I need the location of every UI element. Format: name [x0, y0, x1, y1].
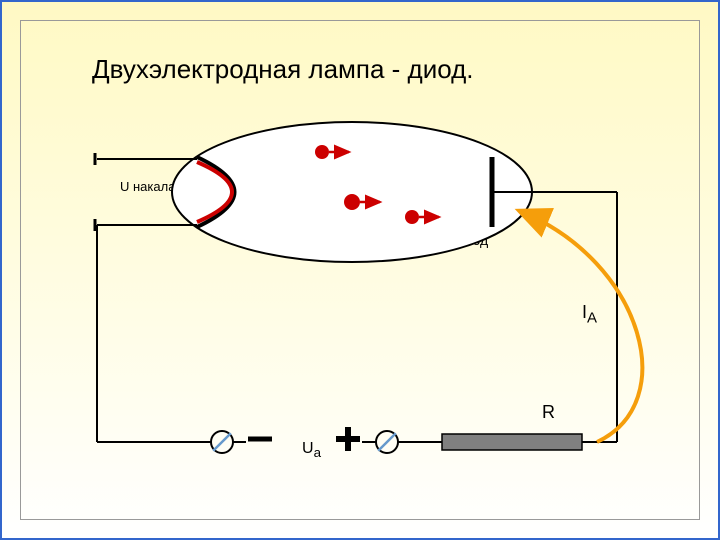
electron-0 — [315, 145, 329, 159]
current-flow-arrow — [522, 212, 642, 442]
slide-frame: Двухэлектродная лампа - диод. катод анод… — [0, 0, 720, 540]
vacuum-tube — [172, 122, 532, 262]
electron-1 — [344, 194, 360, 210]
resistor — [442, 434, 582, 450]
electron-2 — [405, 210, 419, 224]
circuit-diagram — [2, 2, 720, 542]
